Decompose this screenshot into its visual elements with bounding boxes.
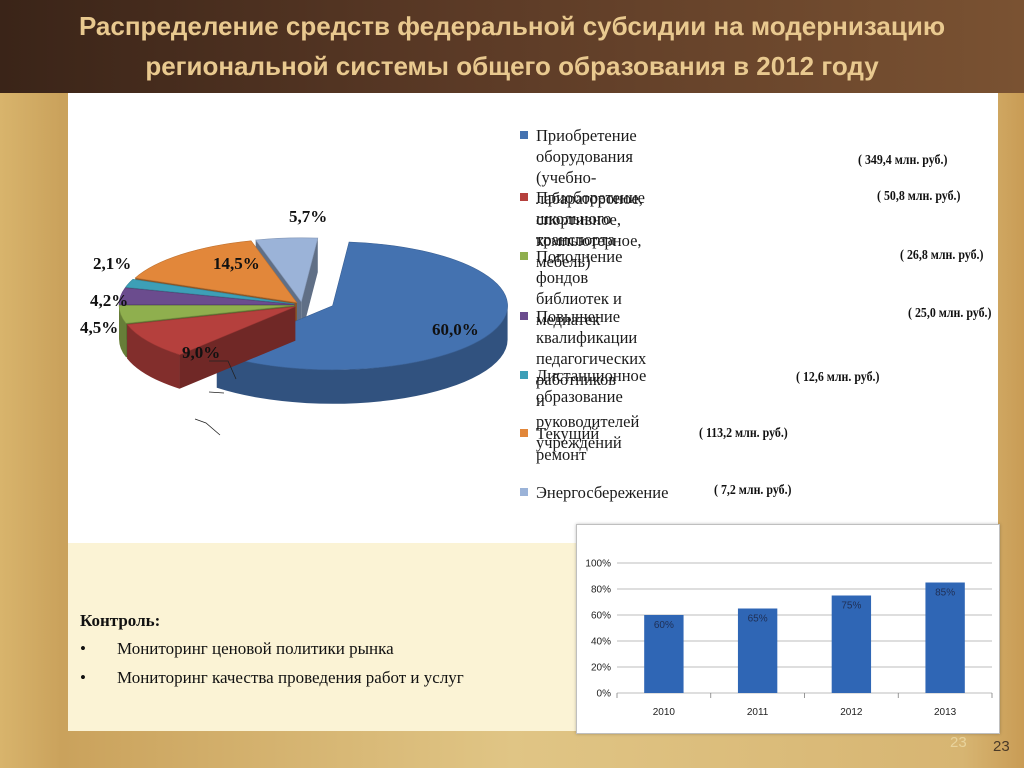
bar-y-tick: 40% (591, 637, 611, 648)
pie-label-equipment: 60,0% (432, 320, 479, 339)
pie-label-training: 4,2% (90, 291, 129, 310)
legend-value-library: ( 26,8 млн. руб.) (900, 248, 984, 263)
control-item-1-text: Мониторинг ценовой политики рынка (117, 639, 394, 658)
slide-title-line2: региональной системы общего образования … (145, 51, 879, 81)
bar-x-tick: 2011 (747, 707, 769, 718)
bar-x-tick: 2010 (653, 707, 676, 718)
bar-value-label: 85% (935, 588, 955, 599)
pie-label-distance: 2,1% (93, 254, 132, 273)
bar-y-tick: 20% (591, 663, 611, 674)
legend-swatch-distance (520, 371, 528, 379)
bar-x-tick: 2012 (840, 707, 863, 718)
legend-swatch-training (520, 312, 528, 320)
legend-text-repair: Текущий ремонт (536, 424, 600, 464)
leader-line-training (208, 391, 225, 394)
legend-text-equipment: Приобретение оборудования (учебно-лабара… (536, 126, 643, 271)
slide-title-line1: Распределение средств федеральной субсид… (78, 11, 946, 41)
bar-2012 (831, 595, 872, 693)
bar-chart-card: 0% 20% 40% 60% 80% 100% 60% 2010 65% 2011 75% 2012 8… (576, 524, 1000, 734)
pie-label-transport: 9,0% (182, 343, 221, 362)
bar-2013 (925, 582, 965, 693)
slide-title: Распределение средств федеральной субсид… (20, 6, 1004, 86)
bar-2010 (644, 615, 684, 693)
pie-label-library: 4,5% (80, 318, 119, 337)
legend-swatch-transport (520, 193, 528, 201)
bar-value-label: 75% (841, 601, 861, 612)
legend-text-transport: Приоборетение школьного транспорта (536, 188, 645, 249)
legend-value-repair: ( 113,2 млн. руб.) (699, 426, 788, 441)
leader-line-distance (209, 360, 237, 380)
bullet-marker: • (80, 668, 86, 687)
bar-x-tick: 2013 (934, 707, 957, 718)
legend-text-distance: Дистанционное образование (536, 366, 647, 406)
page-number: 23 (993, 738, 1010, 755)
legend-swatch-library (520, 252, 528, 260)
pie-slice-transport (126, 306, 296, 389)
bullet-marker: • (80, 639, 86, 658)
legend-value-energy: ( 7,2 млн. руб.) (714, 483, 792, 498)
legend-swatch-repair (520, 429, 528, 437)
legend-swatch-equipment (520, 131, 528, 139)
bar-y-tick: 100% (585, 559, 611, 570)
title-bar (0, 0, 1024, 93)
legend-swatch-energy (520, 488, 528, 496)
pie-chart (118, 237, 508, 436)
bar-y-tick: 0% (597, 689, 612, 700)
pie-label-repair: 14,5% (213, 254, 260, 273)
legend-text-energy: Энергосбережение (536, 483, 669, 502)
bar-chart: 0% 20% 40% 60% 80% 100% 60% 2010 65% 2011 75% 2012 8… (585, 559, 993, 718)
page-number-ghost: 23 (950, 734, 967, 751)
bar-y-tick: 60% (591, 611, 611, 622)
bar-value-label: 60% (654, 620, 674, 631)
legend-value-training: ( 25,0 млн. руб.) (908, 306, 992, 321)
control-item-2-text: Мониторинг качества проведения работ и у… (117, 668, 464, 687)
pie-label-energy: 5,7% (289, 207, 328, 226)
bar-2011 (737, 608, 778, 693)
legend-value-equipment: ( 349,4 млн. руб.) (858, 153, 948, 168)
legend-value-distance: ( 12,6 млн. руб.) (796, 370, 880, 385)
legend-text-training: Повышение квалификации педагогических ра… (536, 307, 647, 452)
bar-value-label: 65% (748, 614, 768, 625)
leader-line-library (194, 418, 221, 436)
pie-legend: Приобретение оборудования (учебно-лабара… (520, 125, 1000, 525)
legend-value-transport: ( 50,8 млн. руб.) (877, 189, 961, 204)
bar-y-tick: 80% (591, 585, 611, 596)
legend-text-library: Пополнение фондов библиотек и медиатек (536, 247, 623, 329)
control-title: Контроль: (80, 611, 161, 630)
